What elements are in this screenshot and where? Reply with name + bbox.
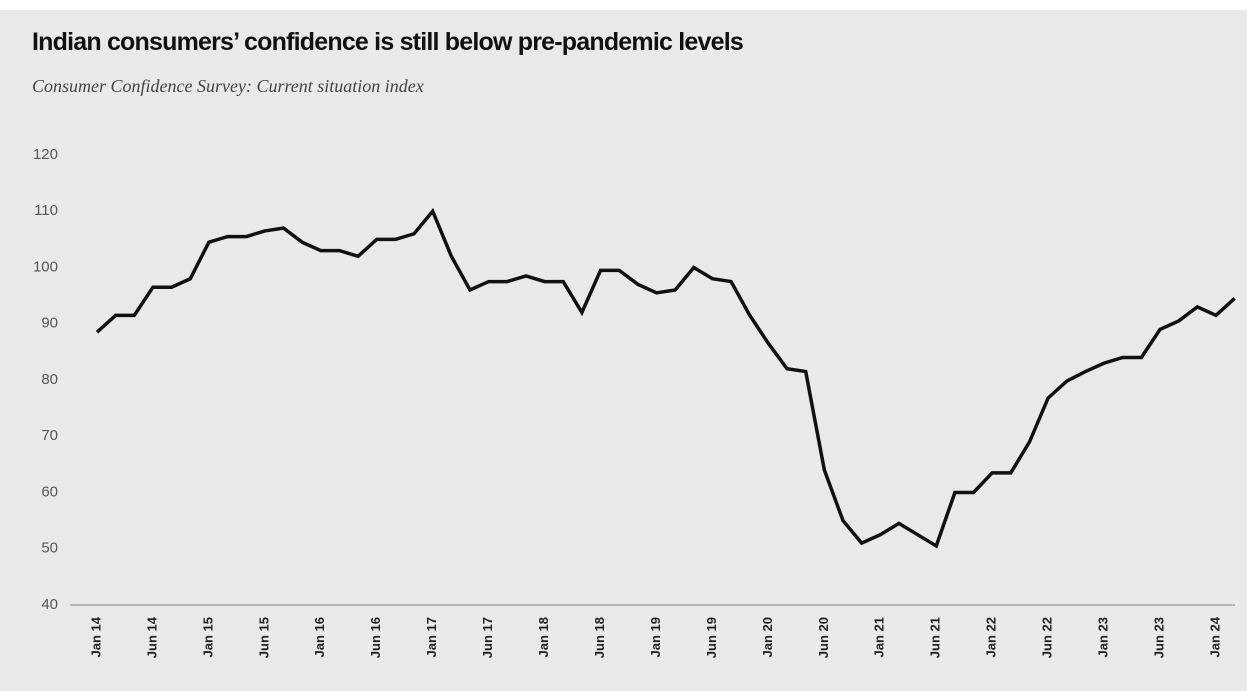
x-tick-label: Jan 17 bbox=[424, 617, 439, 657]
chart-subtitle: Consumer Confidence Survey: Current situ… bbox=[32, 76, 424, 96]
y-tick-label: 80 bbox=[41, 371, 58, 388]
x-tick-label: Jan 19 bbox=[648, 617, 663, 657]
x-tick-label: Jun 21 bbox=[928, 617, 943, 658]
background bbox=[0, 10, 1247, 691]
y-tick-label: 40 bbox=[41, 596, 58, 613]
y-tick-label: 90 bbox=[41, 315, 58, 332]
x-tick-label: Jun 14 bbox=[144, 616, 159, 658]
x-tick-label: Jan 24 bbox=[1207, 616, 1222, 657]
x-tick-label: Jun 15 bbox=[256, 617, 271, 658]
y-tick-label: 100 bbox=[33, 258, 58, 275]
x-tick-label: Jan 22 bbox=[984, 617, 999, 657]
y-tick-label: 50 bbox=[41, 540, 58, 557]
data-line bbox=[95, 207, 1236, 549]
x-tick-label: Jan 16 bbox=[312, 617, 327, 657]
x-tick-label: Jun 18 bbox=[592, 617, 607, 658]
y-tick-label: 110 bbox=[34, 202, 58, 219]
y-tick-label: 70 bbox=[41, 427, 58, 444]
x-tick-label: Jan 14 bbox=[88, 616, 103, 657]
x-tick-label: Jan 21 bbox=[872, 617, 887, 657]
x-tick-label: Jun 23 bbox=[1151, 617, 1166, 658]
x-tick-label: Jun 22 bbox=[1040, 617, 1055, 658]
y-tick-label: 60 bbox=[41, 483, 58, 500]
x-tick-label: Jan 15 bbox=[200, 617, 215, 657]
x-tick-label: Jun 17 bbox=[480, 617, 495, 658]
chart-title: Indian consumers’ confidence is still be… bbox=[32, 28, 743, 56]
y-tick-label: 120 bbox=[33, 146, 58, 163]
x-tick-label: Jun 19 bbox=[704, 617, 719, 658]
x-tick-label: Jan 18 bbox=[536, 617, 551, 657]
x-tick-label: Jun 16 bbox=[368, 617, 383, 658]
x-tick-label: Jan 23 bbox=[1096, 617, 1111, 657]
x-tick-label: Jun 20 bbox=[816, 617, 831, 658]
x-tick-label: Jan 20 bbox=[760, 617, 775, 657]
